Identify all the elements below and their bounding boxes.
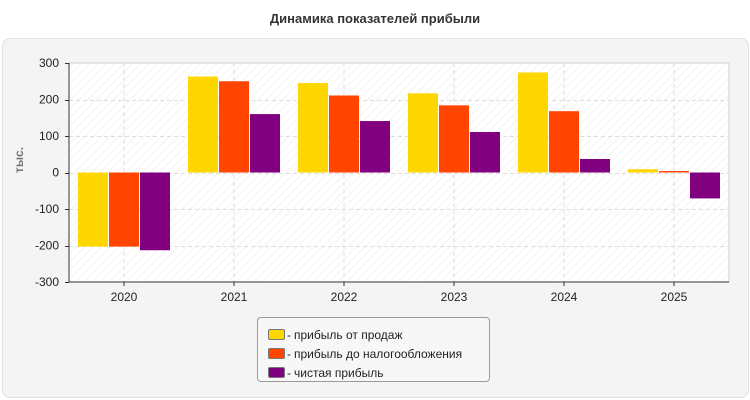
legend-label: прибыль до налогообложения — [294, 346, 463, 361]
x-tick-label: 2025 — [661, 290, 688, 304]
bar — [470, 131, 500, 173]
axes — [68, 63, 729, 283]
bars — [78, 72, 720, 251]
legend-dash: - — [287, 346, 291, 361]
y-tick-label: 300 — [39, 56, 59, 70]
bar — [518, 72, 548, 173]
legend-swatch — [268, 367, 285, 378]
legend-swatch — [268, 348, 285, 359]
y-axis-label: тыс. — [12, 147, 26, 173]
y-tick-label: 0 — [52, 166, 59, 180]
x-tick-label: 2023 — [441, 290, 468, 304]
y-tick-label: 100 — [39, 129, 59, 143]
bar — [549, 111, 579, 173]
bar — [439, 105, 469, 173]
bar — [140, 172, 170, 251]
bar — [360, 121, 390, 173]
y-tick-label: -100 — [35, 202, 59, 216]
bar — [659, 171, 689, 173]
bar — [109, 172, 139, 247]
bar — [188, 76, 218, 173]
bar — [408, 93, 438, 173]
bar — [329, 95, 359, 173]
bar — [250, 114, 280, 173]
legend-label: прибыль от продаж — [294, 327, 403, 342]
x-tick-label: 2020 — [111, 290, 138, 304]
legend-dash: - — [287, 365, 291, 380]
legend-swatch — [268, 329, 285, 340]
x-tick-label: 2022 — [331, 290, 358, 304]
plot-area — [68, 62, 730, 283]
legend-item-sales-profit: - прибыль от продаж — [258, 325, 489, 344]
legend-item-pretax-profit: - прибыль до налогообложения — [258, 344, 489, 363]
bar — [298, 83, 328, 173]
y-axis-ticks: 300 200 100 0 -100 -200 -300 — [35, 56, 69, 289]
legend-dash: - — [287, 327, 291, 342]
bar — [78, 172, 108, 247]
bar — [219, 81, 249, 173]
legend-item-net-profit: - чистая прибыль — [258, 363, 489, 382]
bar — [580, 158, 610, 173]
x-tick-label: 2021 — [221, 290, 248, 304]
x-tick-label: 2024 — [551, 290, 578, 304]
legend: - прибыль от продаж - прибыль до налогоо… — [257, 317, 490, 382]
legend-label: чистая прибыль — [294, 365, 384, 380]
y-tick-label: -200 — [35, 239, 59, 253]
y-tick-label: -300 — [35, 275, 59, 289]
bar — [690, 172, 720, 199]
y-tick-label: 200 — [39, 93, 59, 107]
chart-title: Динамика показателей прибыли — [269, 11, 481, 26]
x-axis-ticks: 2020 2021 2022 2023 2024 2025 — [111, 282, 688, 304]
bar — [628, 169, 658, 173]
